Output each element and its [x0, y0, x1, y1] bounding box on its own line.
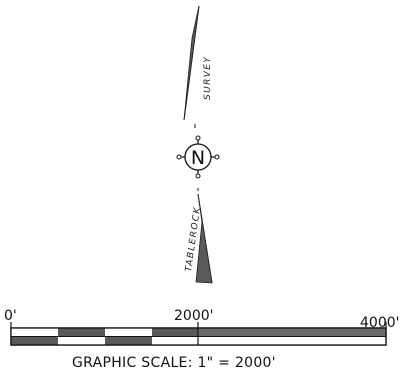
- scale-segment: [11, 336, 58, 345]
- scale-segment: [58, 328, 105, 337]
- survey-north-arrow-icon: [183, 5, 200, 128]
- scale-tick-label: 2000': [174, 308, 213, 324]
- scale-bar: [10, 322, 387, 346]
- scale-segment: [58, 336, 105, 345]
- scale-segment: [152, 336, 198, 345]
- north-compass-icon: [176, 135, 220, 179]
- compass-north-letter: N: [191, 147, 205, 169]
- scale-segment: [198, 328, 386, 337]
- scale-segment: [105, 336, 152, 345]
- tablerock-north-arrow-icon: [195, 188, 213, 284]
- scale-segment: [105, 328, 152, 337]
- scale-tick-label: 0': [4, 308, 17, 324]
- scale-segment: [11, 328, 58, 337]
- scale-caption: GRAPHIC SCALE: 1" = 2000': [72, 355, 276, 371]
- scale-segment: [198, 336, 386, 345]
- survey-arrow-label: SURVEY: [203, 56, 213, 100]
- scale-tick-label: 4000': [360, 315, 399, 331]
- scale-segment: [152, 328, 198, 337]
